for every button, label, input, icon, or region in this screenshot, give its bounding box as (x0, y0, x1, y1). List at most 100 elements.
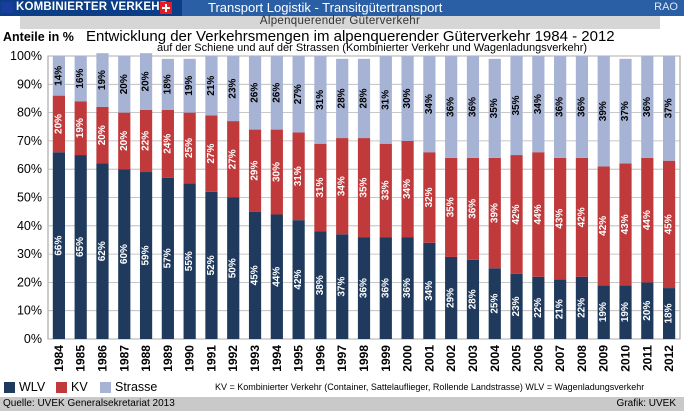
bar-segment (597, 285, 610, 339)
data-label: 34% (424, 281, 435, 301)
data-label: 19% (620, 302, 631, 322)
data-label: 57% (162, 248, 173, 268)
data-label: 42% (576, 207, 587, 227)
bar-segment (292, 56, 305, 133)
bar-segment (248, 129, 262, 212)
bar-segment (663, 288, 676, 339)
x-tick-label: 1984 (52, 345, 66, 372)
data-label: 66% (53, 235, 64, 255)
x-tick-label: 2009 (597, 345, 611, 372)
bar-segment (575, 276, 589, 339)
bar-segment (510, 155, 523, 274)
bar-segment (270, 56, 283, 130)
bar-segment (205, 115, 218, 192)
x-tick-label: 1985 (74, 345, 88, 372)
data-label: 44% (642, 210, 653, 230)
data-label: 31% (315, 90, 326, 110)
bar-segment (663, 160, 676, 289)
data-label: 19% (75, 118, 86, 138)
data-label: 36% (467, 199, 478, 219)
bar-segment (597, 166, 610, 286)
data-label: 20% (141, 71, 152, 91)
data-label: 20% (53, 114, 64, 134)
bar-segment (619, 58, 632, 164)
data-label: 62% (97, 241, 108, 261)
source-note: Quelle: UVEK Generalsekretariat 2013 (3, 398, 175, 409)
bar-segment (205, 191, 218, 339)
swiss-cross-icon (160, 2, 172, 14)
credit-note: Grafik: UVEK (616, 398, 676, 409)
bar-segment (336, 234, 349, 339)
bar-segment (314, 231, 327, 339)
chart-subtitle: auf der Schiene und auf der Strassen (Ko… (157, 42, 588, 54)
y-tick-label: 0% (24, 332, 42, 346)
bar-segment (466, 157, 480, 260)
bar-segment (641, 157, 654, 283)
bar-segment (575, 157, 589, 277)
x-tick-label: 2008 (575, 345, 589, 372)
data-label: 37% (620, 101, 631, 121)
data-label: 37% (664, 98, 675, 118)
data-label: 36% (359, 278, 370, 298)
y-axis-title: Anteile in % (3, 30, 74, 44)
data-label: 21% (206, 76, 217, 96)
data-label: 32% (424, 187, 435, 207)
bar-segment (423, 242, 436, 339)
x-tick-label: 1990 (183, 345, 197, 372)
flag-icon (1, 2, 13, 13)
data-label: 31% (315, 177, 326, 197)
data-label: 25% (489, 294, 500, 314)
bar-segment (118, 169, 131, 339)
bar-segment (641, 282, 654, 339)
bar-segment (205, 56, 218, 116)
bar-segment (554, 279, 567, 339)
bar-segment (445, 157, 458, 257)
bar-segment (554, 56, 567, 158)
app-code: RAO (654, 1, 678, 13)
x-tick-label: 2007 (553, 345, 567, 372)
data-label: 42% (598, 216, 609, 236)
data-label: 39% (489, 203, 500, 223)
x-tick-label: 2005 (510, 345, 524, 372)
bar-segment (227, 56, 240, 122)
data-label: 45% (664, 214, 675, 234)
bar-segment (139, 109, 153, 173)
bar-segment (227, 197, 240, 339)
x-tick-label: 1987 (117, 345, 131, 372)
bar-segment (401, 140, 414, 238)
data-label: 31% (293, 166, 304, 186)
y-tick-label: 20% (17, 275, 42, 289)
x-tick-label: 1998 (357, 345, 371, 372)
data-label: 38% (315, 275, 326, 295)
data-label: 16% (75, 69, 86, 89)
y-tick-label: 50% (17, 191, 42, 205)
data-label: 34% (533, 94, 544, 114)
data-label: 20% (119, 74, 130, 94)
data-label: 24% (162, 134, 173, 154)
data-label: 14% (53, 66, 64, 86)
data-label: 36% (576, 97, 587, 117)
data-label: 27% (228, 149, 239, 169)
data-label: 44% (271, 267, 282, 287)
x-tick-label: 1996 (313, 345, 327, 372)
data-label: 18% (664, 303, 675, 323)
bar-segment (532, 276, 545, 339)
bar-segment (619, 163, 632, 286)
data-label: 22% (576, 298, 587, 318)
x-tick-label: 2011 (640, 345, 654, 371)
bar-segment (52, 56, 65, 96)
y-tick-label: 100% (10, 49, 42, 63)
data-label: 43% (620, 214, 631, 234)
data-label: 37% (337, 277, 348, 297)
data-label: 45% (250, 265, 261, 285)
data-label: 36% (446, 97, 457, 117)
data-label: 65% (75, 237, 86, 257)
bar-segment (183, 58, 196, 113)
data-label: 23% (511, 296, 522, 316)
bar-segment (96, 106, 109, 164)
bar-segment (357, 237, 371, 339)
bar-segment (52, 152, 65, 339)
data-label: 55% (184, 251, 195, 271)
data-label: 28% (359, 88, 370, 108)
